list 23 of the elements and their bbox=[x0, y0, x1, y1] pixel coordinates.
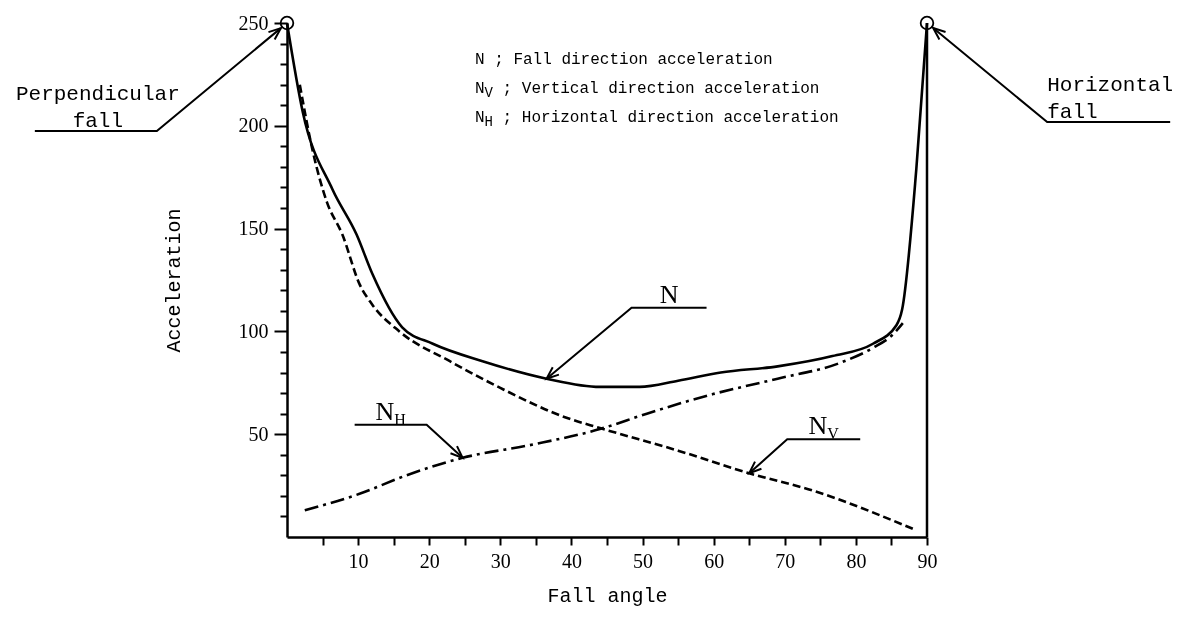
annotation: Horizontal fall bbox=[1047, 74, 1174, 125]
annotation: N ; Fall direction acceleration bbox=[475, 51, 773, 69]
x-tick-label: 50 bbox=[633, 549, 654, 572]
x-tick-label: 40 bbox=[561, 549, 582, 572]
x-tick-label: 90 bbox=[917, 549, 938, 572]
x-tick-label: 30 bbox=[490, 549, 511, 572]
y-tick-label: 200 bbox=[238, 114, 269, 137]
y-tick-label: 50 bbox=[248, 422, 269, 445]
annotation: Perpendicular fall bbox=[15, 83, 180, 134]
x-axis-title: Fall angle bbox=[547, 584, 668, 608]
x-tick-label: 60 bbox=[704, 549, 725, 572]
x-tick-label: 10 bbox=[348, 549, 369, 572]
x-tick-label: 80 bbox=[846, 549, 867, 572]
x-tick-label: 20 bbox=[419, 549, 440, 572]
series-label: N$_{V}$ bbox=[808, 411, 840, 443]
annotation: N$_{H}$ ; Horizontal direction acceleration bbox=[475, 109, 839, 131]
y-tick-label: 250 bbox=[238, 11, 269, 34]
y-tick-label: 150 bbox=[238, 217, 269, 240]
annotation: N$_{V}$ ; Vertical direction acceleration bbox=[475, 80, 820, 102]
y-axis-title: Acceleration bbox=[162, 208, 186, 353]
x-tick-label: 70 bbox=[775, 549, 796, 572]
text: N bbox=[659, 279, 679, 309]
y-tick-label: 100 bbox=[238, 319, 269, 342]
